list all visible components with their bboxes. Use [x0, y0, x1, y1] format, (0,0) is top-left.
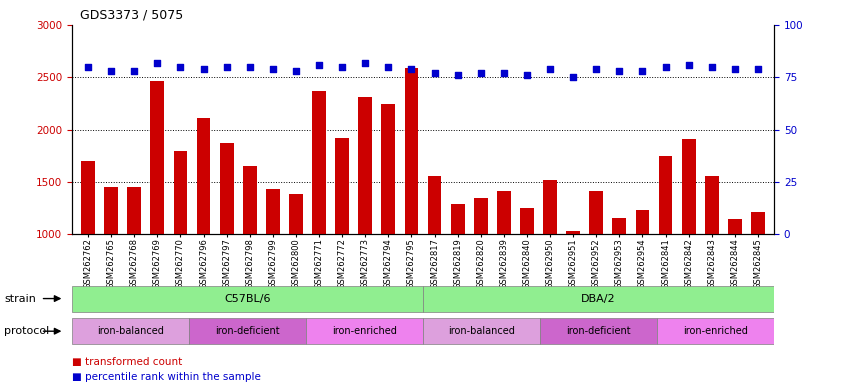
Point	[705, 64, 718, 70]
Bar	[658, 156, 673, 339]
Point	[635, 68, 649, 74]
Text: ■ percentile rank within the sample: ■ percentile rank within the sample	[72, 372, 261, 382]
Bar	[590, 191, 603, 339]
Bar	[423, 318, 540, 344]
Text: GDS3373 / 5075: GDS3373 / 5075	[80, 8, 184, 21]
Text: DBA/2: DBA/2	[581, 293, 616, 304]
Bar	[404, 68, 419, 339]
Point	[220, 64, 233, 70]
Bar	[151, 81, 164, 339]
Bar	[81, 161, 95, 339]
Text: iron-enriched: iron-enriched	[683, 326, 748, 336]
Bar	[728, 219, 742, 339]
Bar	[243, 166, 256, 339]
Bar	[682, 139, 695, 339]
Point	[335, 64, 349, 70]
Point	[312, 62, 326, 68]
Bar	[220, 143, 233, 339]
Point	[243, 64, 256, 70]
Text: ■ transformed count: ■ transformed count	[72, 357, 182, 367]
Point	[382, 64, 395, 70]
Point	[428, 70, 442, 76]
Bar	[72, 318, 189, 344]
Bar	[104, 187, 118, 339]
Point	[81, 64, 95, 70]
Text: iron-deficient: iron-deficient	[566, 326, 631, 336]
Point	[474, 70, 487, 76]
Point	[520, 72, 534, 78]
Point	[543, 66, 557, 72]
Point	[404, 66, 418, 72]
Point	[497, 70, 511, 76]
Point	[659, 64, 673, 70]
Point	[590, 66, 603, 72]
Bar	[751, 212, 765, 339]
Bar	[451, 204, 464, 339]
Bar	[306, 318, 423, 344]
Bar	[196, 118, 211, 339]
Point	[104, 68, 118, 74]
Text: iron-balanced: iron-balanced	[448, 326, 515, 336]
Text: strain: strain	[4, 293, 36, 304]
Bar	[613, 218, 626, 339]
Bar	[520, 208, 534, 339]
Bar	[635, 210, 650, 339]
Point	[451, 72, 464, 78]
Point	[151, 60, 164, 66]
Bar	[335, 138, 349, 339]
Point	[728, 66, 742, 72]
Text: iron-deficient: iron-deficient	[215, 326, 280, 336]
Point	[197, 66, 211, 72]
Bar	[359, 97, 372, 339]
Text: C57BL/6: C57BL/6	[224, 293, 271, 304]
Bar	[423, 286, 774, 311]
Bar	[72, 286, 423, 311]
Point	[289, 68, 303, 74]
Text: iron-balanced: iron-balanced	[97, 326, 164, 336]
Bar	[312, 91, 326, 339]
Bar	[474, 198, 487, 339]
Text: protocol: protocol	[4, 326, 49, 336]
Point	[566, 74, 580, 80]
Bar	[540, 318, 657, 344]
Point	[359, 60, 372, 66]
Point	[682, 62, 695, 68]
Bar	[173, 151, 188, 339]
Text: iron-enriched: iron-enriched	[332, 326, 397, 336]
Bar	[427, 175, 442, 339]
Point	[266, 66, 280, 72]
Bar	[189, 318, 306, 344]
Point	[128, 68, 141, 74]
Bar	[566, 231, 580, 339]
Bar	[657, 318, 774, 344]
Bar	[497, 191, 511, 339]
Bar	[382, 104, 395, 339]
Point	[613, 68, 626, 74]
Bar	[705, 175, 718, 339]
Point	[173, 64, 187, 70]
Bar	[289, 194, 303, 339]
Point	[751, 66, 765, 72]
Bar	[128, 187, 141, 339]
Bar	[266, 189, 280, 339]
Bar	[543, 180, 557, 339]
